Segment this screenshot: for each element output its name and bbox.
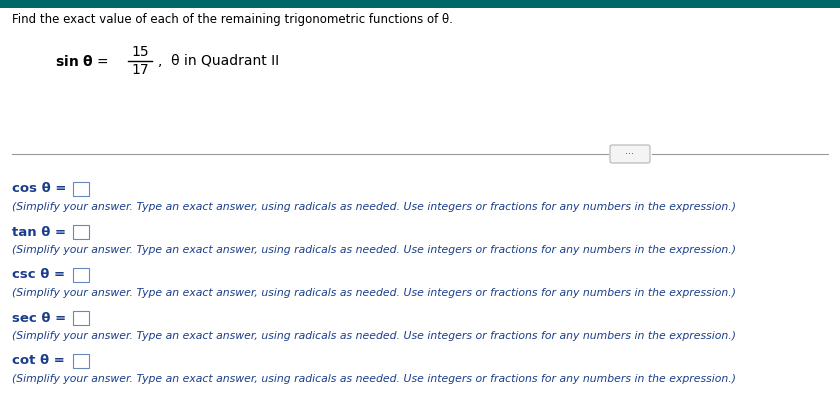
Text: $\bf{sin}$ $\bf{\theta}$ =: $\bf{sin}$ $\bf{\theta}$ = — [55, 54, 108, 68]
Text: ···: ··· — [626, 149, 634, 159]
Text: tan θ =: tan θ = — [12, 225, 66, 238]
Text: sec θ =: sec θ = — [12, 312, 66, 324]
FancyBboxPatch shape — [73, 268, 89, 282]
Text: ,  θ in Quadrant II: , θ in Quadrant II — [158, 54, 279, 68]
Text: cos θ =: cos θ = — [12, 182, 66, 196]
Text: cot θ =: cot θ = — [12, 355, 65, 368]
FancyBboxPatch shape — [73, 354, 89, 368]
Text: csc θ =: csc θ = — [12, 268, 65, 281]
FancyBboxPatch shape — [73, 225, 89, 239]
Text: 15: 15 — [131, 45, 149, 59]
FancyBboxPatch shape — [73, 182, 89, 196]
Text: 17: 17 — [131, 63, 149, 77]
Text: (Simplify your answer. Type an exact answer, using radicals as needed. Use integ: (Simplify your answer. Type an exact ans… — [12, 202, 736, 212]
FancyBboxPatch shape — [610, 145, 650, 163]
FancyBboxPatch shape — [73, 311, 89, 325]
Text: (Simplify your answer. Type an exact answer, using radicals as needed. Use integ: (Simplify your answer. Type an exact ans… — [12, 374, 736, 384]
Text: (Simplify your answer. Type an exact answer, using radicals as needed. Use integ: (Simplify your answer. Type an exact ans… — [12, 331, 736, 341]
Text: (Simplify your answer. Type an exact answer, using radicals as needed. Use integ: (Simplify your answer. Type an exact ans… — [12, 288, 736, 298]
Text: (Simplify your answer. Type an exact answer, using radicals as needed. Use integ: (Simplify your answer. Type an exact ans… — [12, 245, 736, 255]
Text: Find the exact value of each of the remaining trigonometric functions of θ.: Find the exact value of each of the rema… — [12, 13, 453, 25]
Bar — [0, 0, 840, 8]
